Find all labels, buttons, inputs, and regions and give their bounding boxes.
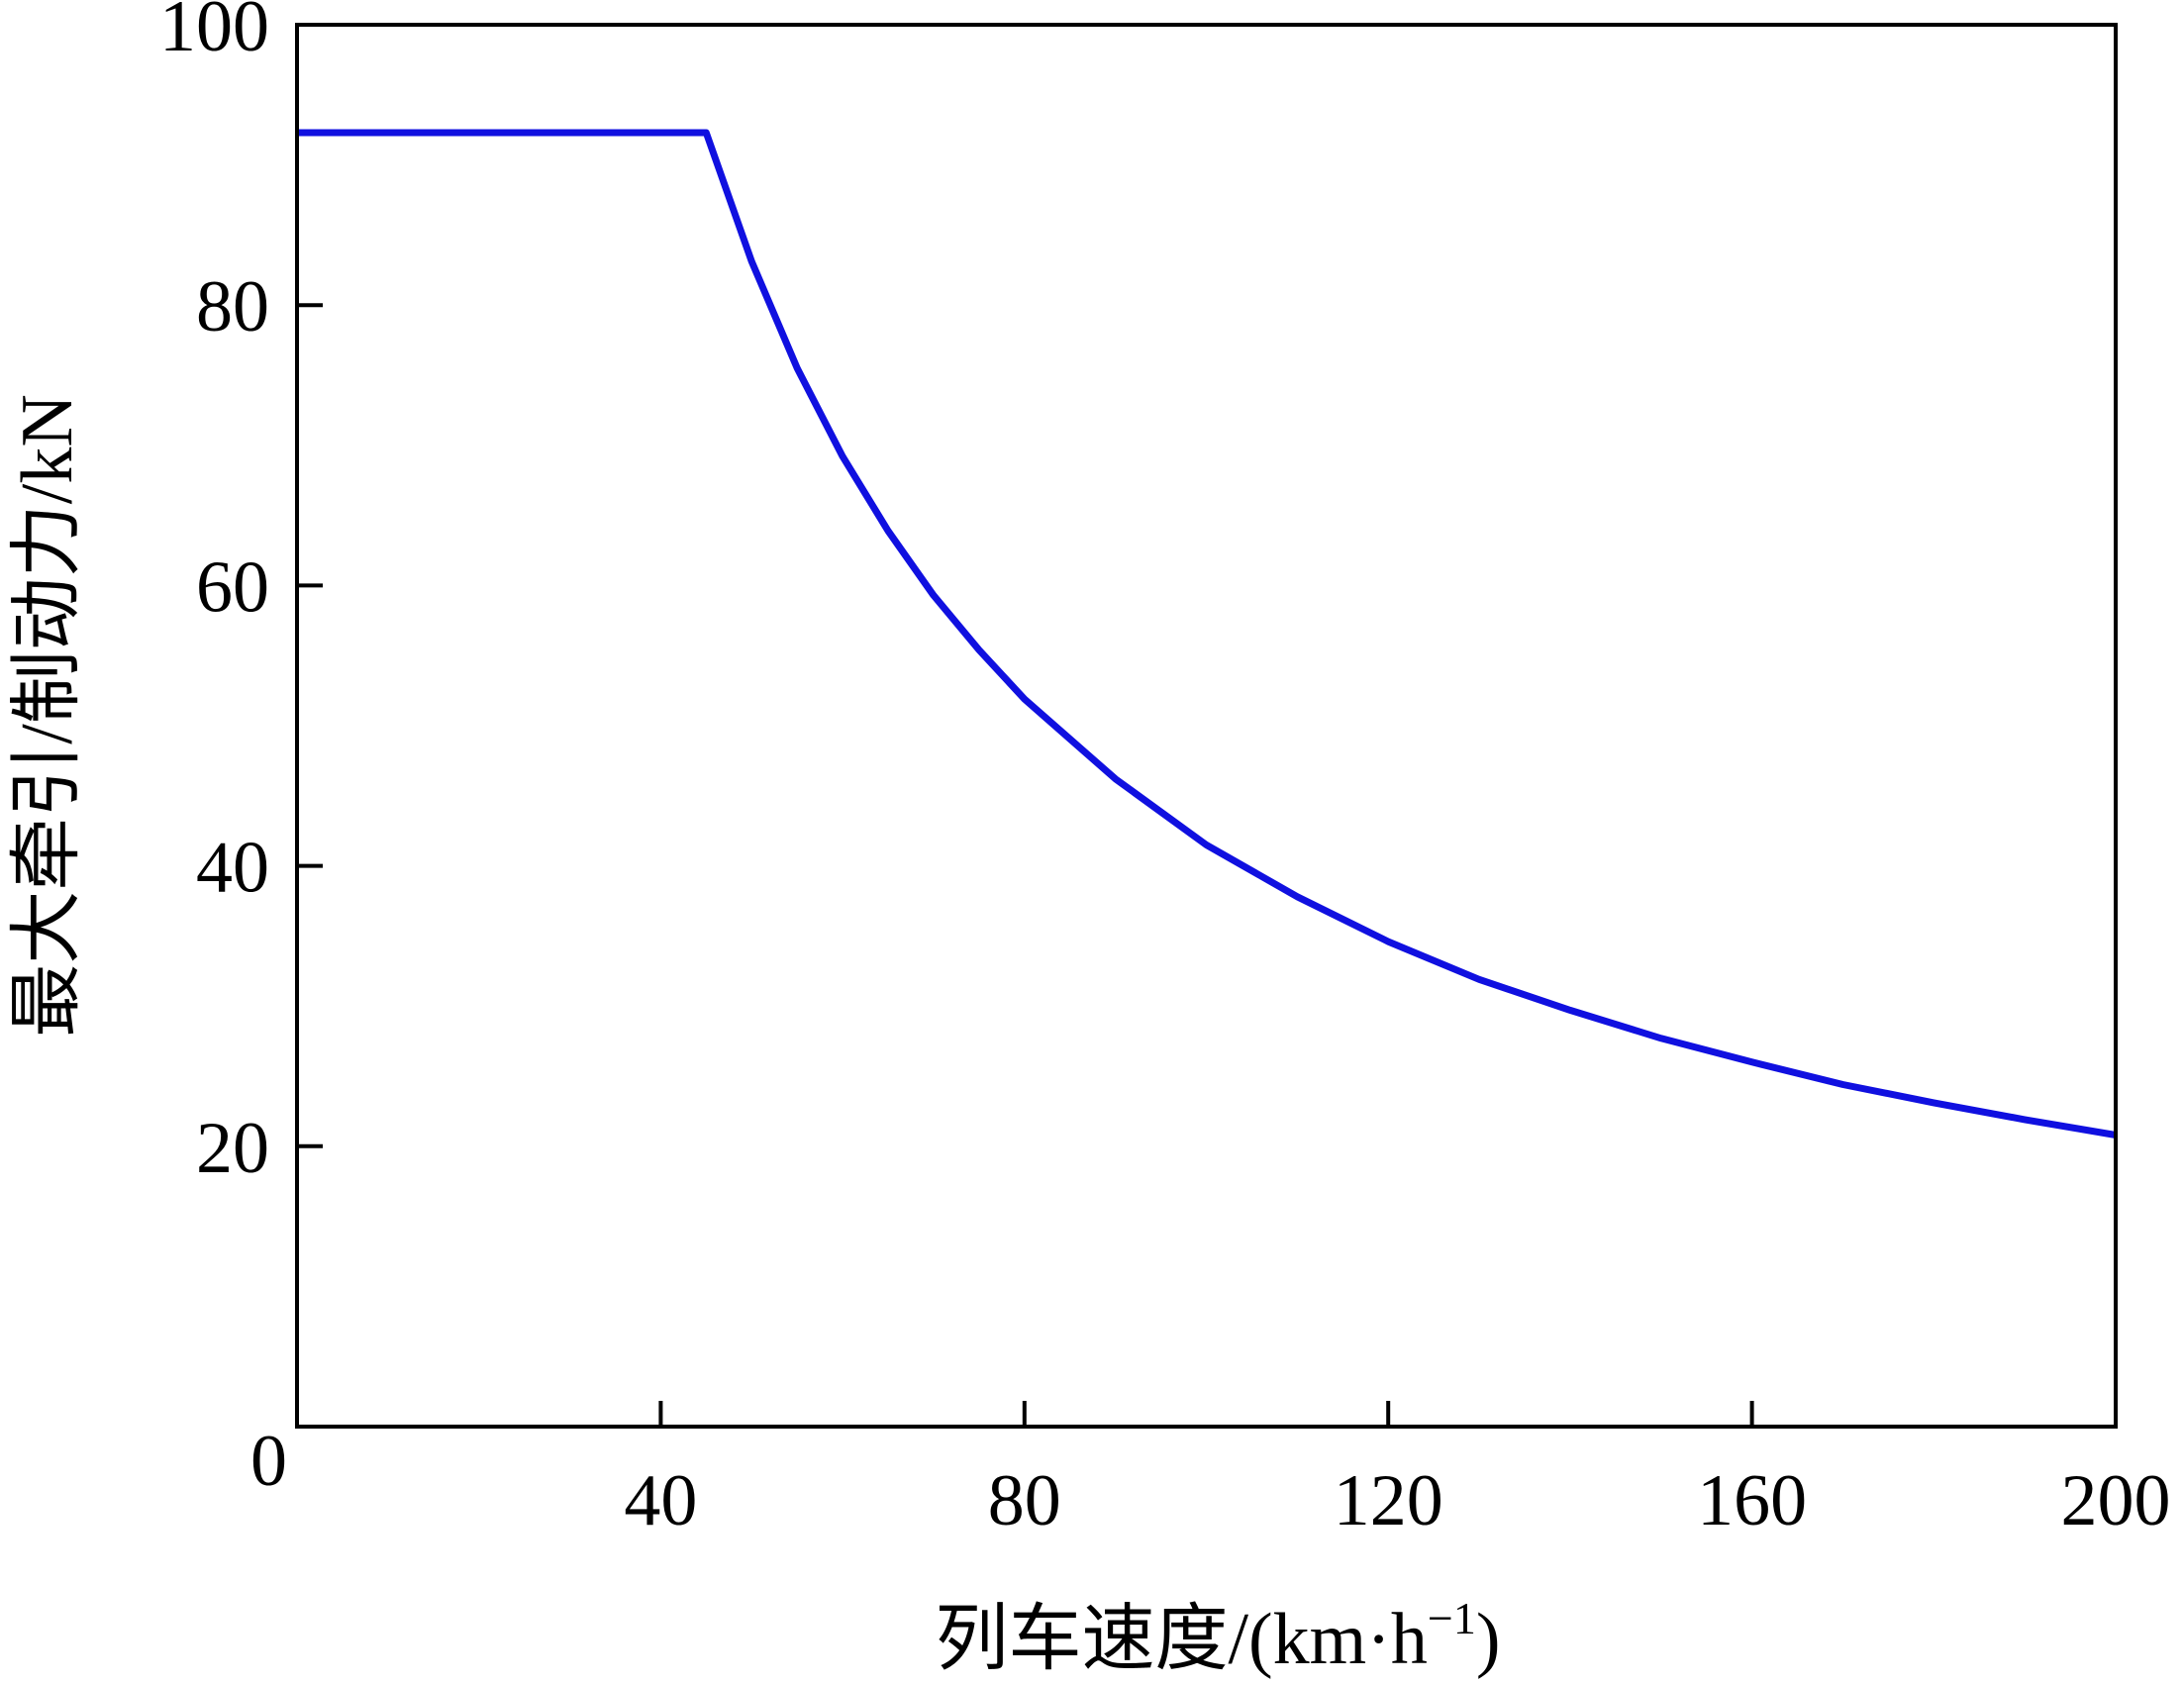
x-axis-title-close: ) — [1476, 1599, 1501, 1680]
plot-frame — [295, 23, 2118, 1429]
x-axis-title: 列车速度/(km·h−1) — [935, 1593, 1500, 1680]
x-tick-label-80: 80 — [988, 1460, 1061, 1541]
x-tick-label-120: 120 — [1334, 1460, 1443, 1541]
y-tick-label-0: 0 — [250, 1421, 287, 1502]
y-tick-label-60: 60 — [196, 546, 269, 628]
x-tick-label-40: 40 — [624, 1460, 697, 1541]
y-tick-label-40: 40 — [196, 828, 269, 909]
y-tick-label-80: 80 — [196, 266, 269, 347]
x-axis-title-main: 列车速度/(km·h — [935, 1599, 1427, 1680]
y-tick-label-20: 20 — [196, 1108, 269, 1189]
series-line-0 — [297, 129, 2117, 1139]
y-axis-title: 最大牵引/制动力/kN — [7, 394, 88, 1038]
x-axis-title-superscript: −1 — [1428, 1593, 1476, 1643]
x-tick-label-200: 200 — [2061, 1460, 2171, 1541]
y-tick-label-100: 100 — [159, 0, 269, 67]
x-tick-label-160: 160 — [1697, 1460, 1807, 1541]
chart-marks: 40 80 120 160 200 0 20 40 60 80 100 — [159, 0, 2171, 1541]
